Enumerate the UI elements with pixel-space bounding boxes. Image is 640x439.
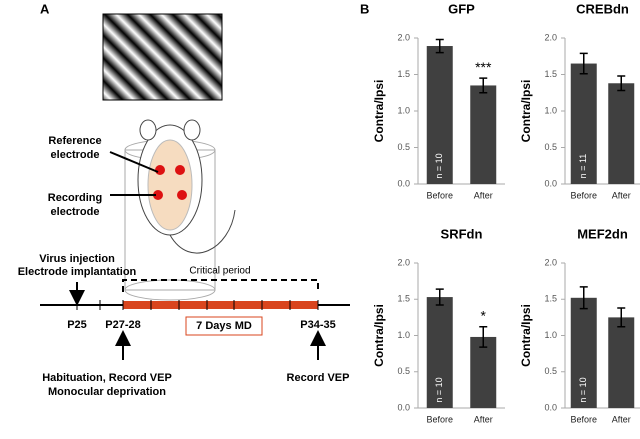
label: 7 Days MD [196, 320, 252, 332]
bar [470, 85, 497, 184]
md-period [123, 301, 318, 309]
y-tick-label: 1.0 [544, 330, 557, 340]
label: electrode [51, 149, 100, 161]
y-tick-label: 0.5 [544, 366, 557, 376]
x-tick-label: Before [570, 414, 597, 424]
x-tick-label: After [474, 414, 493, 424]
grating-stimulus [102, 13, 223, 101]
y-tick-label: 0.0 [544, 178, 557, 188]
y-axis-label: Contra/Ipsi [519, 80, 533, 143]
n-label: n = 11 [578, 154, 588, 179]
panel-label: A [40, 1, 50, 16]
error-bar [479, 326, 488, 348]
bar [570, 63, 597, 184]
n-label: n = 10 [578, 377, 588, 402]
y-tick-label: 1.5 [397, 294, 410, 304]
md-box [185, 316, 263, 336]
error-bar [579, 286, 588, 310]
y-tick-label: 2.0 [544, 32, 557, 42]
y-tick-label: 2.0 [397, 32, 410, 42]
charts: GFP Contra/Ipsi 0.0 0.5 1.0 1.5 2.0 Before After… [372, 1, 640, 424]
timeline-ticks [76, 300, 319, 310]
error-bar [435, 288, 444, 306]
critical-period-bracket [122, 279, 319, 292]
significance: *** [475, 59, 492, 75]
y-tick-label: 2.0 [397, 257, 410, 267]
chart-title: GFP [448, 1, 475, 16]
label: Electrode implantation [18, 266, 137, 278]
n-label: n = 10 [434, 377, 444, 402]
x-tick-label: After [612, 190, 631, 200]
chart-title: SRFdn [441, 226, 483, 241]
y-tick-label: 0.5 [397, 142, 410, 152]
bar [470, 336, 497, 408]
label: Monocular deprivation [48, 386, 166, 398]
y-tick-label: 1.5 [544, 69, 557, 79]
error-bar [617, 75, 626, 92]
bar [426, 46, 453, 184]
chart-title: MEF2dn [577, 226, 628, 241]
chart-title: CREBdn [576, 1, 629, 16]
y-tick-label: 1.0 [544, 105, 557, 115]
bar [426, 297, 453, 408]
x-tick-label: After [474, 190, 493, 200]
bar [608, 317, 635, 408]
y-tick-label: 0.5 [544, 142, 557, 152]
y-tick-label: 2.0 [544, 257, 557, 267]
y-axis-label: Contra/Ipsi [519, 304, 533, 367]
label: Habituation, Record VEP [42, 372, 172, 384]
error-bar [435, 38, 444, 54]
label: Record VEP [287, 372, 350, 384]
label: P34-35 [300, 319, 335, 331]
y-tick-label: 0.0 [397, 402, 410, 412]
label: P25 [67, 319, 87, 331]
x-tick-label: After [612, 414, 631, 424]
label: Critical period [189, 266, 250, 277]
x-tick-label: Before [570, 190, 597, 200]
significance: * [481, 308, 487, 324]
y-tick-label: 0.0 [397, 178, 410, 188]
x-tick-label: Before [426, 190, 453, 200]
error-bar [617, 307, 626, 328]
x-tick-label: Before [426, 414, 453, 424]
label: P27-28 [105, 319, 140, 331]
y-tick-label: 1.0 [397, 330, 410, 340]
y-axis-label: Contra/Ipsi [372, 304, 386, 367]
bar [608, 83, 635, 184]
bar [570, 297, 597, 408]
label: Recording [48, 192, 102, 204]
error-bar [579, 52, 588, 75]
n-label: n = 10 [434, 153, 444, 178]
y-tick-label: 1.5 [544, 294, 557, 304]
error-bar [479, 77, 488, 94]
panel-label: B [360, 1, 369, 16]
label: Reference [48, 135, 101, 147]
y-tick-label: 0.5 [397, 366, 410, 376]
label: electrode [51, 206, 100, 218]
y-tick-label: 1.0 [397, 105, 410, 115]
y-tick-label: 1.5 [397, 69, 410, 79]
y-axis-label: Contra/Ipsi [372, 80, 386, 143]
mouse-illustration [109, 119, 236, 301]
y-tick-label: 0.0 [544, 402, 557, 412]
label: Virus injection [39, 253, 115, 265]
